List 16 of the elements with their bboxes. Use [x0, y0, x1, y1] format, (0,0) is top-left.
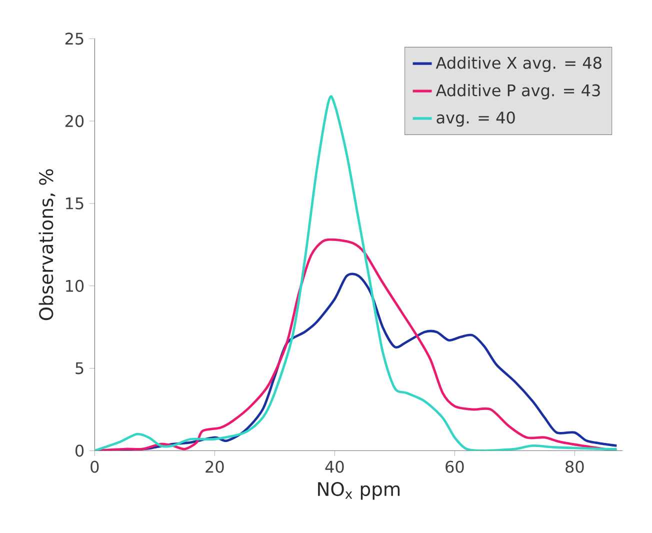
x-tick-label: 60	[446, 460, 464, 473]
x-tick-label: 0	[90, 460, 99, 473]
legend-label: Additive P avg. = 43	[436, 84, 600, 100]
y-tick-label: 0	[75, 444, 84, 457]
y-tick-label: 5	[76, 362, 84, 374]
y-tick-label: 20	[65, 114, 84, 127]
y-axis-title: Observations, %	[38, 169, 56, 320]
y-tick-label: 25	[65, 32, 84, 45]
x-tick-label: 80	[566, 460, 584, 473]
y-tick-label: 15	[66, 197, 84, 210]
legend-label: Additive X avg. = 48	[436, 56, 602, 72]
x-tick-label: 40	[325, 460, 344, 473]
x-tick-label: 20	[206, 460, 224, 473]
legend-label: avg. = 40	[436, 111, 515, 127]
x-axis-title: NO$_{x}$ ppm	[318, 482, 400, 500]
y-tick-label: 10	[66, 280, 84, 292]
